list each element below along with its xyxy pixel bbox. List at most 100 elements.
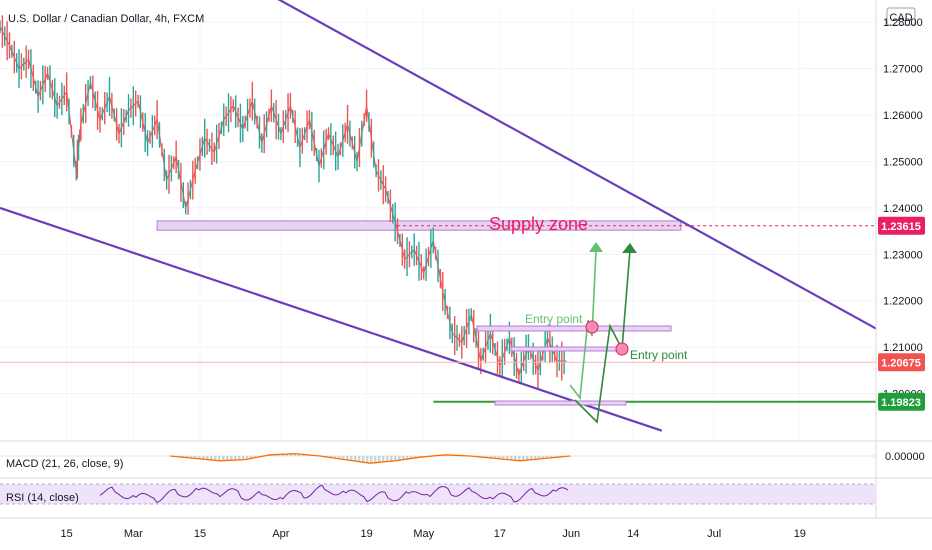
macd-bar bbox=[238, 456, 241, 460]
macd-bar bbox=[526, 456, 529, 461]
macd-bar bbox=[414, 456, 417, 459]
currency-box[interactable] bbox=[886, 7, 916, 26]
path-light-green[interactable] bbox=[569, 249, 597, 401]
macd-bar bbox=[198, 456, 201, 459]
rsi-band bbox=[0, 484, 876, 504]
entry-point-label-2: Entry point bbox=[630, 348, 688, 362]
macd-bar bbox=[518, 456, 521, 461]
supply-zone-label: Supply zone bbox=[489, 214, 588, 234]
macd-bar bbox=[342, 456, 345, 460]
rsi-line bbox=[99, 484, 569, 504]
path-dark-green[interactable] bbox=[574, 249, 631, 424]
macd-bar bbox=[246, 456, 249, 460]
currency-label: CAD bbox=[889, 12, 912, 24]
macd-bar bbox=[254, 456, 257, 458]
macd-bar bbox=[542, 456, 545, 459]
macd-bar bbox=[498, 456, 501, 459]
x-tick-label: 17 bbox=[494, 528, 506, 540]
macd-tick: 0.00000 bbox=[885, 451, 925, 463]
macd-bar bbox=[270, 454, 273, 456]
macd-bar bbox=[502, 456, 505, 460]
macd-bar bbox=[334, 456, 337, 459]
entry-point-marker-2[interactable] bbox=[615, 342, 629, 356]
macd-bar bbox=[370, 456, 373, 464]
macd-bar bbox=[294, 453, 297, 456]
macd-bar bbox=[570, 456, 573, 457]
macd-bar bbox=[242, 456, 245, 460]
macd-bar bbox=[278, 454, 281, 456]
macd-bar bbox=[302, 454, 305, 456]
macd-bar bbox=[282, 454, 285, 456]
macd-bar bbox=[402, 456, 405, 460]
macd-bar bbox=[514, 456, 517, 461]
macd-bar bbox=[226, 456, 229, 461]
arrow-head-light-green bbox=[589, 242, 603, 252]
macd-bar bbox=[190, 456, 193, 458]
macd-line bbox=[169, 452, 571, 464]
macd-bar bbox=[546, 456, 549, 459]
macd-bar bbox=[530, 456, 533, 460]
entry-point-marker-1[interactable] bbox=[585, 320, 599, 334]
y-tick-label: 1.25000 bbox=[883, 156, 923, 168]
x-tick-label: 14 bbox=[627, 528, 639, 540]
time-axis-ticks: 15 Mar 15 Apr 19 May 17 Jun 14 Jul 19 bbox=[61, 528, 806, 540]
macd-bar bbox=[206, 456, 209, 460]
chart-title: U.S. Dollar / Canadian Dollar, 4h, FXCM bbox=[8, 13, 204, 25]
arrow-head-dark-green bbox=[622, 243, 637, 253]
x-tick-label: Mar bbox=[124, 528, 143, 540]
x-tick-label: 15 bbox=[61, 528, 73, 540]
macd-bar bbox=[350, 456, 353, 461]
x-tick-label: 19 bbox=[360, 528, 372, 540]
price-axis-ticks: 1.28000 1.27000 1.26000 1.25000 1.24000 1.230… bbox=[883, 17, 923, 400]
macd-bar bbox=[366, 456, 369, 463]
x-tick-label: Apr bbox=[272, 528, 289, 540]
entry-box-2[interactable] bbox=[510, 346, 620, 352]
macd-bar bbox=[182, 456, 185, 458]
macd-bar bbox=[362, 456, 365, 463]
y-tick-label: 1.26000 bbox=[883, 110, 923, 122]
channel-upper-line[interactable] bbox=[0, 0, 877, 330]
y-tick-label: 1.21000 bbox=[883, 342, 923, 354]
x-tick-label: Jul bbox=[707, 528, 721, 540]
macd-bar bbox=[486, 456, 489, 458]
macd-bar bbox=[214, 456, 217, 461]
macd-bar bbox=[234, 456, 237, 461]
macd-bar bbox=[358, 456, 361, 462]
macd-bar bbox=[410, 456, 413, 459]
macd-bar bbox=[378, 456, 381, 463]
y-tick-label: 1.22000 bbox=[883, 296, 923, 308]
svg-text:1.20675: 1.20675 bbox=[881, 357, 921, 369]
y-tick-label: 1.27000 bbox=[883, 64, 923, 76]
rsi-label: RSI (14, close) bbox=[6, 492, 79, 504]
macd-bar bbox=[218, 456, 221, 461]
entry-box-1[interactable] bbox=[476, 325, 672, 332]
macd-label: MACD (21, 26, close, 9) bbox=[6, 458, 123, 470]
svg-text:1.19823: 1.19823 bbox=[881, 397, 921, 409]
svg-text:1.23615: 1.23615 bbox=[881, 221, 921, 233]
macd-bar bbox=[550, 456, 553, 458]
macd-bar bbox=[330, 456, 333, 458]
macd-bar bbox=[490, 456, 493, 458]
x-tick-label: May bbox=[413, 528, 434, 540]
channel-lower-line[interactable] bbox=[0, 206, 663, 432]
macd-bar bbox=[534, 456, 537, 460]
macd-bar bbox=[222, 456, 225, 461]
macd-bar bbox=[398, 456, 401, 461]
macd-bar bbox=[386, 456, 389, 462]
entry-point-label-1: Entry point bbox=[525, 312, 583, 326]
macd-bar bbox=[510, 456, 513, 460]
macd-bar bbox=[506, 456, 509, 460]
x-tick-label: Jun bbox=[562, 528, 580, 540]
label-119823: 1.19823 bbox=[878, 392, 925, 411]
macd-bar bbox=[494, 456, 497, 459]
macd-bar bbox=[538, 456, 541, 460]
macd-bar bbox=[202, 456, 205, 460]
macd-bar bbox=[354, 456, 357, 461]
y-tick-label: 1.23000 bbox=[883, 249, 923, 261]
x-tick-label: 15 bbox=[194, 528, 206, 540]
macd-bar bbox=[286, 454, 289, 456]
label-current-price: 1.20675 bbox=[878, 353, 925, 372]
range-box[interactable] bbox=[494, 400, 627, 406]
macd-bar bbox=[274, 454, 277, 456]
